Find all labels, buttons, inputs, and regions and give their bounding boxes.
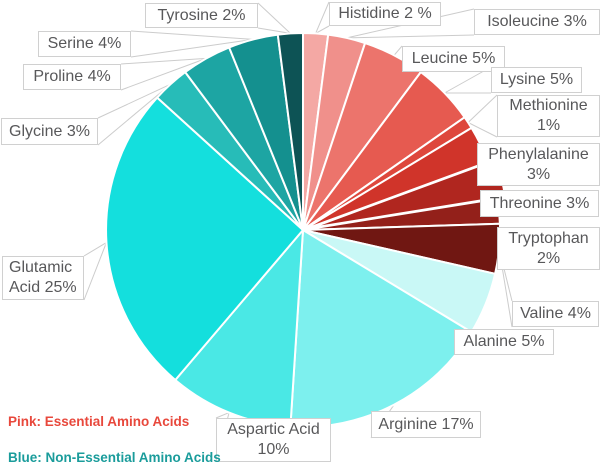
leader-line-proline <box>120 57 207 91</box>
slice-label-serine: Serine 4% <box>38 31 131 57</box>
pie-slice-tyrosine[interactable] <box>276 31 304 231</box>
slice-label-isoleucine: Isoleucine 3% <box>474 9 600 35</box>
legend-non-essential: Blue: Non-Essential Amino Acids <box>8 450 221 462</box>
pie-slice-glutamic-acid[interactable] <box>105 96 304 381</box>
leader-line-tyrosine <box>257 27 291 34</box>
slice-label-tryptophan: Tryptophan 2% <box>497 227 600 270</box>
leader-line-glycine <box>97 83 171 146</box>
slice-label-threonine: Threonine 3% <box>480 190 599 217</box>
slice-label-tyrosine: Tyrosine 2% <box>145 3 258 28</box>
leader-line-methionine <box>467 94 498 123</box>
slice-label-alanine: Alanine 5% <box>454 329 554 355</box>
leader-line-glutamic-acid <box>83 242 107 301</box>
leader-line-isoleucine <box>346 34 475 39</box>
leader-line-aspartic-acid <box>215 412 230 419</box>
legend-essential: Pink: Essential Amino Acids <box>8 414 190 429</box>
slice-label-valine: Valine 4% <box>512 301 599 327</box>
slice-label-methionine: Methionine 1% <box>497 95 600 137</box>
leader-line-methionine <box>467 122 498 138</box>
leader-line-tyrosine <box>257 2 291 34</box>
slice-label-lysine: Lysine 5% <box>491 67 582 93</box>
pie-slices-layer <box>105 31 507 428</box>
slice-label-arginine: Arginine 17% <box>371 411 481 438</box>
leader-line-serine <box>130 30 254 40</box>
slice-label-leucine: Leucine 5% <box>402 46 505 72</box>
slice-label-proline: Proline 4% <box>23 64 121 90</box>
leader-line-glycine <box>97 83 171 119</box>
leader-line-histidine <box>315 25 330 34</box>
leader-line-histidine <box>315 1 330 34</box>
leader-line-glutamic-acid <box>83 242 107 257</box>
legend-note-block: Pink: Essential Amino Acids Blue: Non-Es… <box>8 395 221 462</box>
leader-line-serine <box>130 38 254 58</box>
slice-label-histidine: Histidine 2 % <box>329 2 441 26</box>
leader-line-proline <box>120 57 207 65</box>
slice-label-glutamic-acid: Glutamic Acid 25% <box>2 256 84 300</box>
slice-label-phenylalanine: Phenylalanine 3% <box>477 143 600 186</box>
slice-label-aspartic-acid: Aspartic Acid 10% <box>216 418 331 462</box>
leader-line-leucine <box>393 45 403 56</box>
slice-label-glycine: Glycine 3% <box>1 118 98 145</box>
